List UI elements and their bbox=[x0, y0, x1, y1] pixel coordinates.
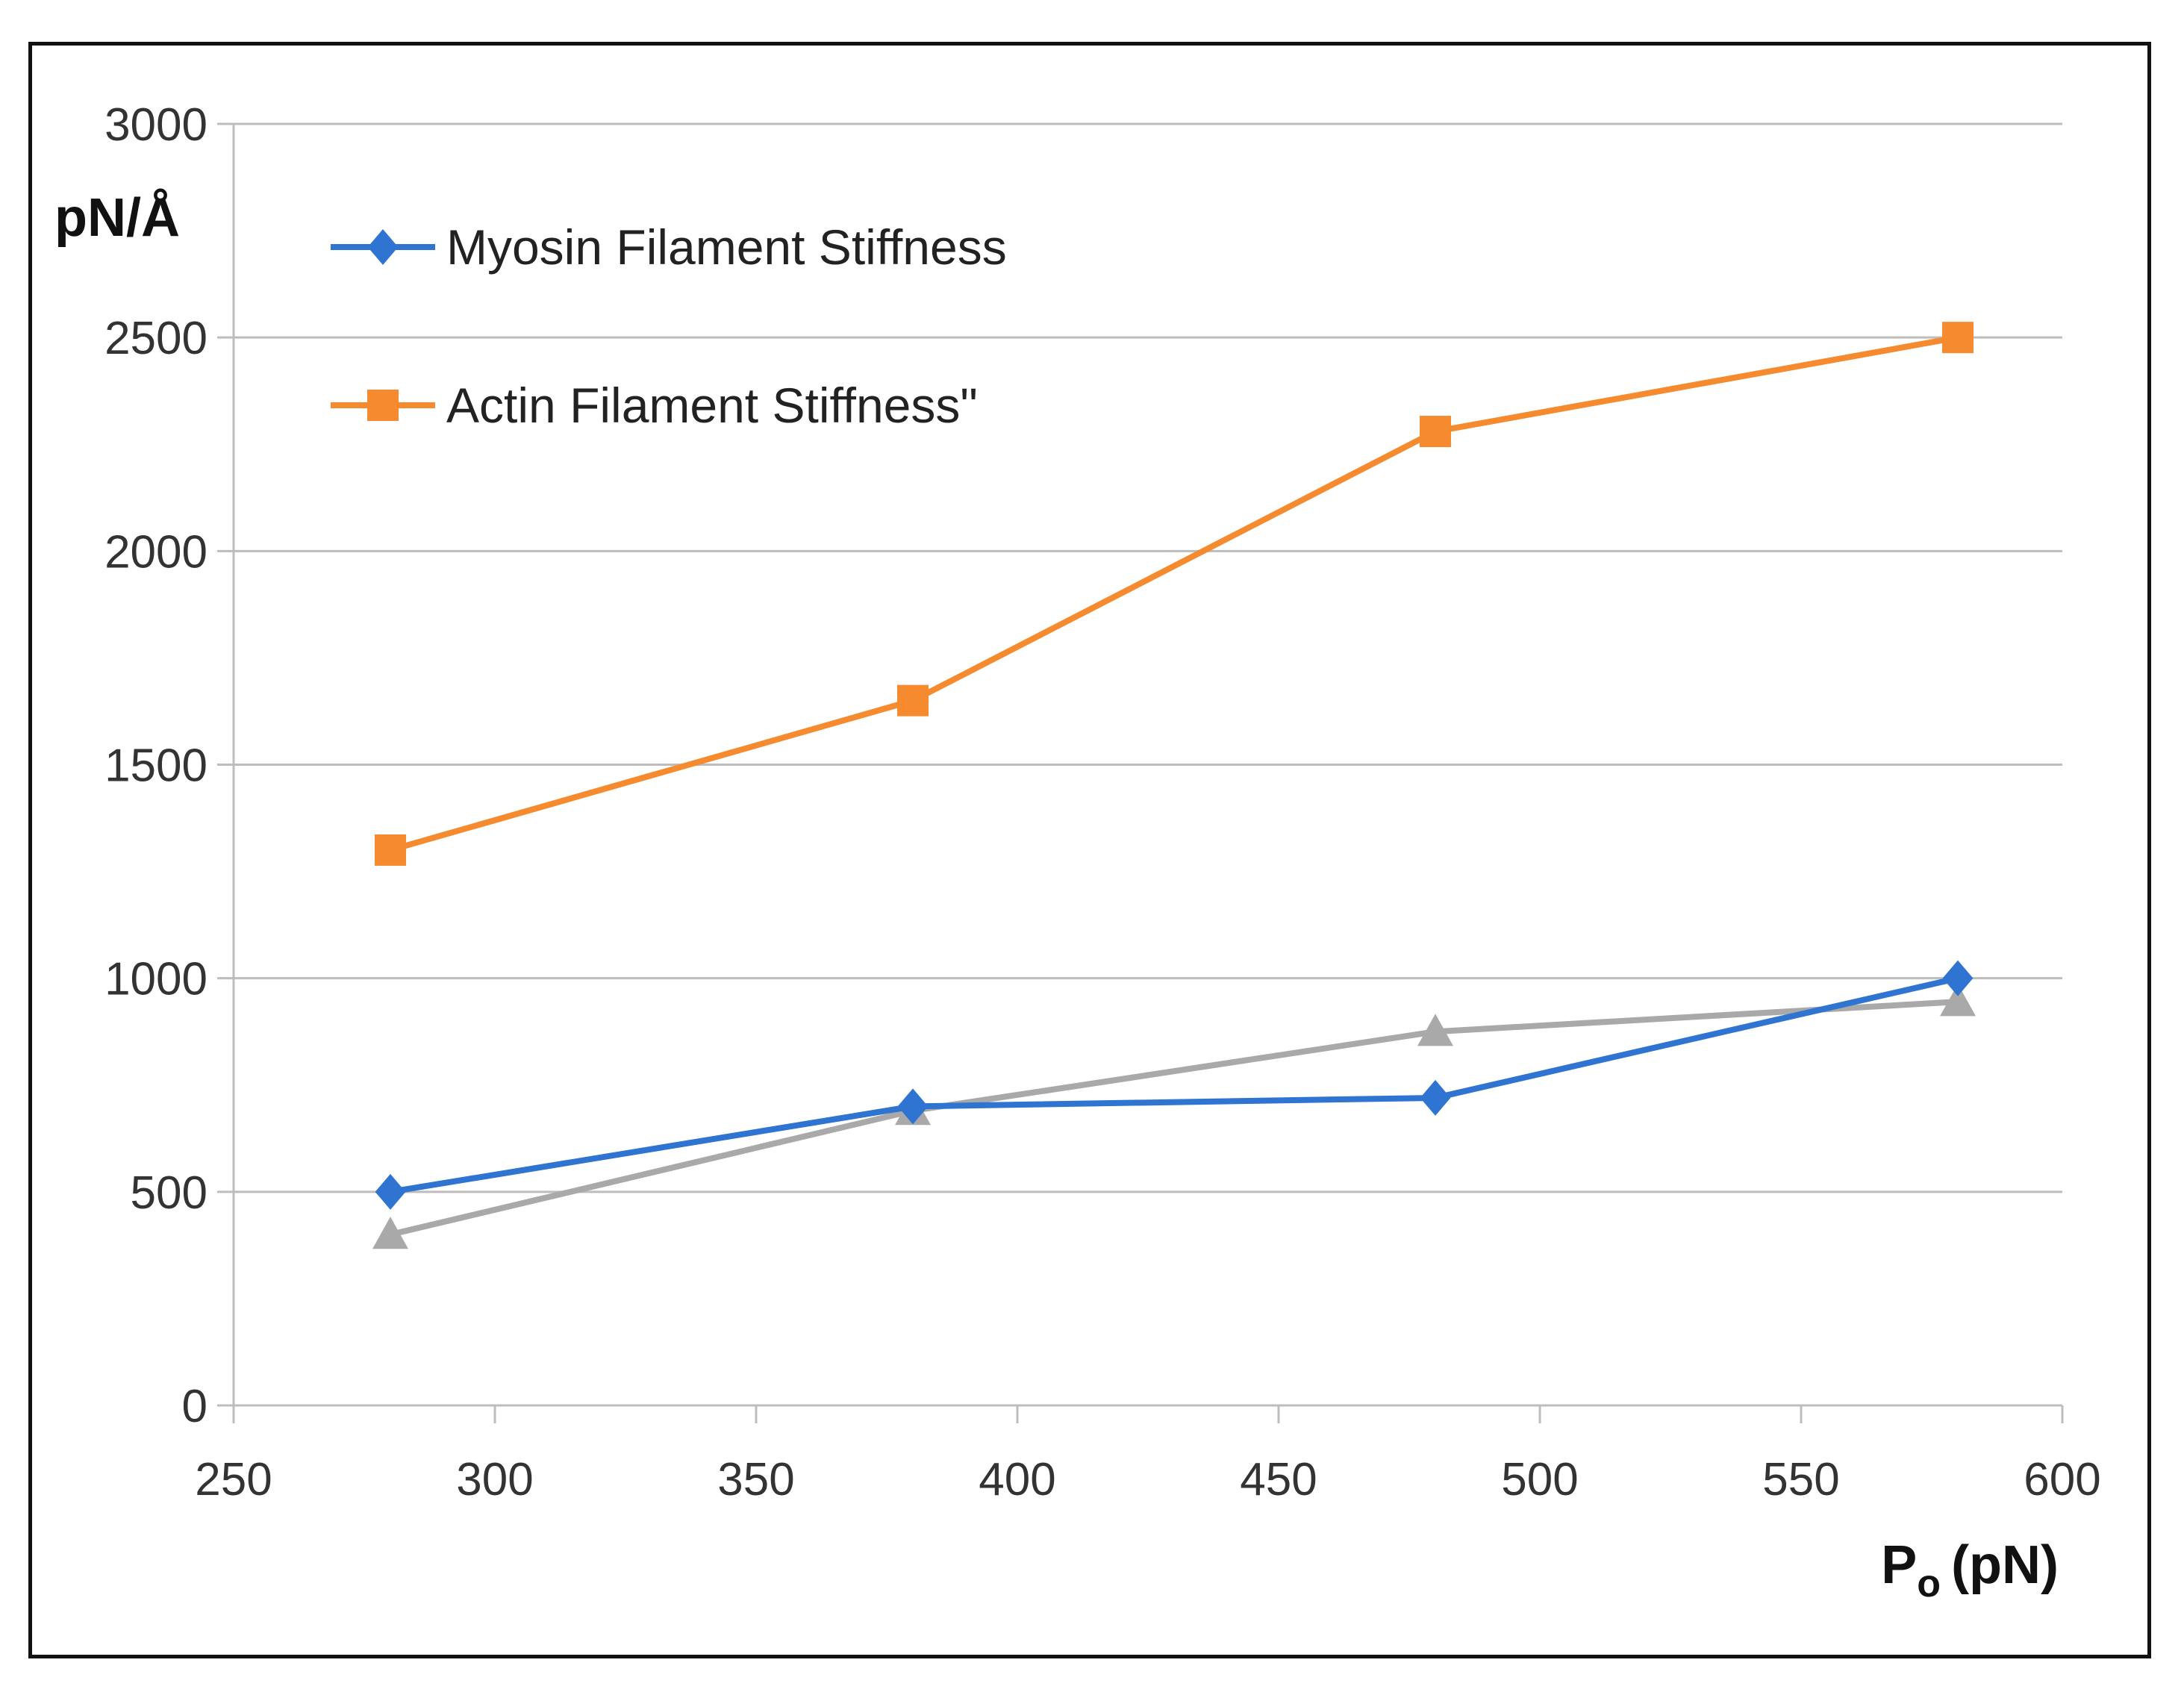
y-tick-label-2000: 2000 bbox=[104, 526, 208, 578]
series-line-actin bbox=[389, 334, 1959, 853]
legend: Myosin Filament Stiffness Actin Filament … bbox=[331, 219, 1007, 433]
data-point-actin-580 bbox=[1942, 322, 1974, 354]
chart-frame: 0 500 1000 1500 2000 2500 3000 250 300 350 400 450 5… bbox=[28, 42, 2151, 1658]
y-tick-label-3000: 3000 bbox=[104, 99, 208, 151]
legend-marker-actin bbox=[367, 390, 399, 421]
legend-label-actin: Actin Filament Stiffness" bbox=[446, 378, 978, 433]
x-axis-title-main: P bbox=[1881, 1535, 1917, 1595]
x-tick-label-450: 450 bbox=[1240, 1454, 1317, 1505]
x-tick-label-350: 350 bbox=[717, 1454, 794, 1505]
series-line-unlabeled bbox=[390, 999, 1959, 1237]
data-point-myosin-380 bbox=[897, 1088, 929, 1125]
grid-lines bbox=[234, 122, 2062, 1193]
x-tick-label-600: 600 bbox=[2024, 1454, 2100, 1505]
y-axis-title: pN/Å bbox=[54, 188, 180, 248]
data-point-unlabeled-480 bbox=[1417, 1014, 1453, 1046]
x-tick-label-500: 500 bbox=[1501, 1454, 1578, 1505]
data-point-actin-380 bbox=[897, 684, 929, 717]
y-tick-label-500: 500 bbox=[131, 1167, 208, 1219]
x-tick-label-250: 250 bbox=[195, 1454, 272, 1505]
x-tick-label-400: 400 bbox=[979, 1454, 1055, 1505]
series-line-myosin bbox=[390, 975, 1959, 1195]
data-point-myosin-280 bbox=[375, 1173, 406, 1210]
data-point-myosin-480 bbox=[1420, 1079, 1451, 1116]
x-axis-title-subscript: o bbox=[1917, 1562, 1941, 1605]
legend-label-myosin: Myosin Filament Stiffness bbox=[446, 219, 1007, 275]
data-point-unlabeled-580 bbox=[1940, 984, 1976, 1017]
y-tick-label-0: 0 bbox=[182, 1381, 208, 1432]
data-point-actin-280 bbox=[375, 834, 406, 866]
y-tick-label-1500: 1500 bbox=[104, 740, 208, 792]
data-point-actin-480 bbox=[1420, 416, 1451, 448]
data-point-unlabeled-280 bbox=[372, 1217, 408, 1249]
series-lines bbox=[372, 322, 1976, 1249]
x-tick-label-300: 300 bbox=[456, 1454, 533, 1505]
data-point-myosin-580 bbox=[1942, 960, 1974, 996]
axes: 0 500 1000 1500 2000 2500 3000 250 300 350 400 450 5… bbox=[104, 99, 2101, 1505]
x-axis-title: Po (pN) bbox=[1881, 1535, 2059, 1605]
y-tick-label-2500: 2500 bbox=[104, 313, 208, 364]
x-tick-label-550: 550 bbox=[1762, 1454, 1839, 1505]
y-tick-label-1000: 1000 bbox=[104, 954, 208, 1005]
legend-marker-myosin bbox=[367, 229, 399, 265]
line-chart: 0 500 1000 1500 2000 2500 3000 250 300 350 400 450 5… bbox=[54, 99, 2101, 1605]
x-axis-title-unit: (pN) bbox=[1951, 1535, 2059, 1595]
